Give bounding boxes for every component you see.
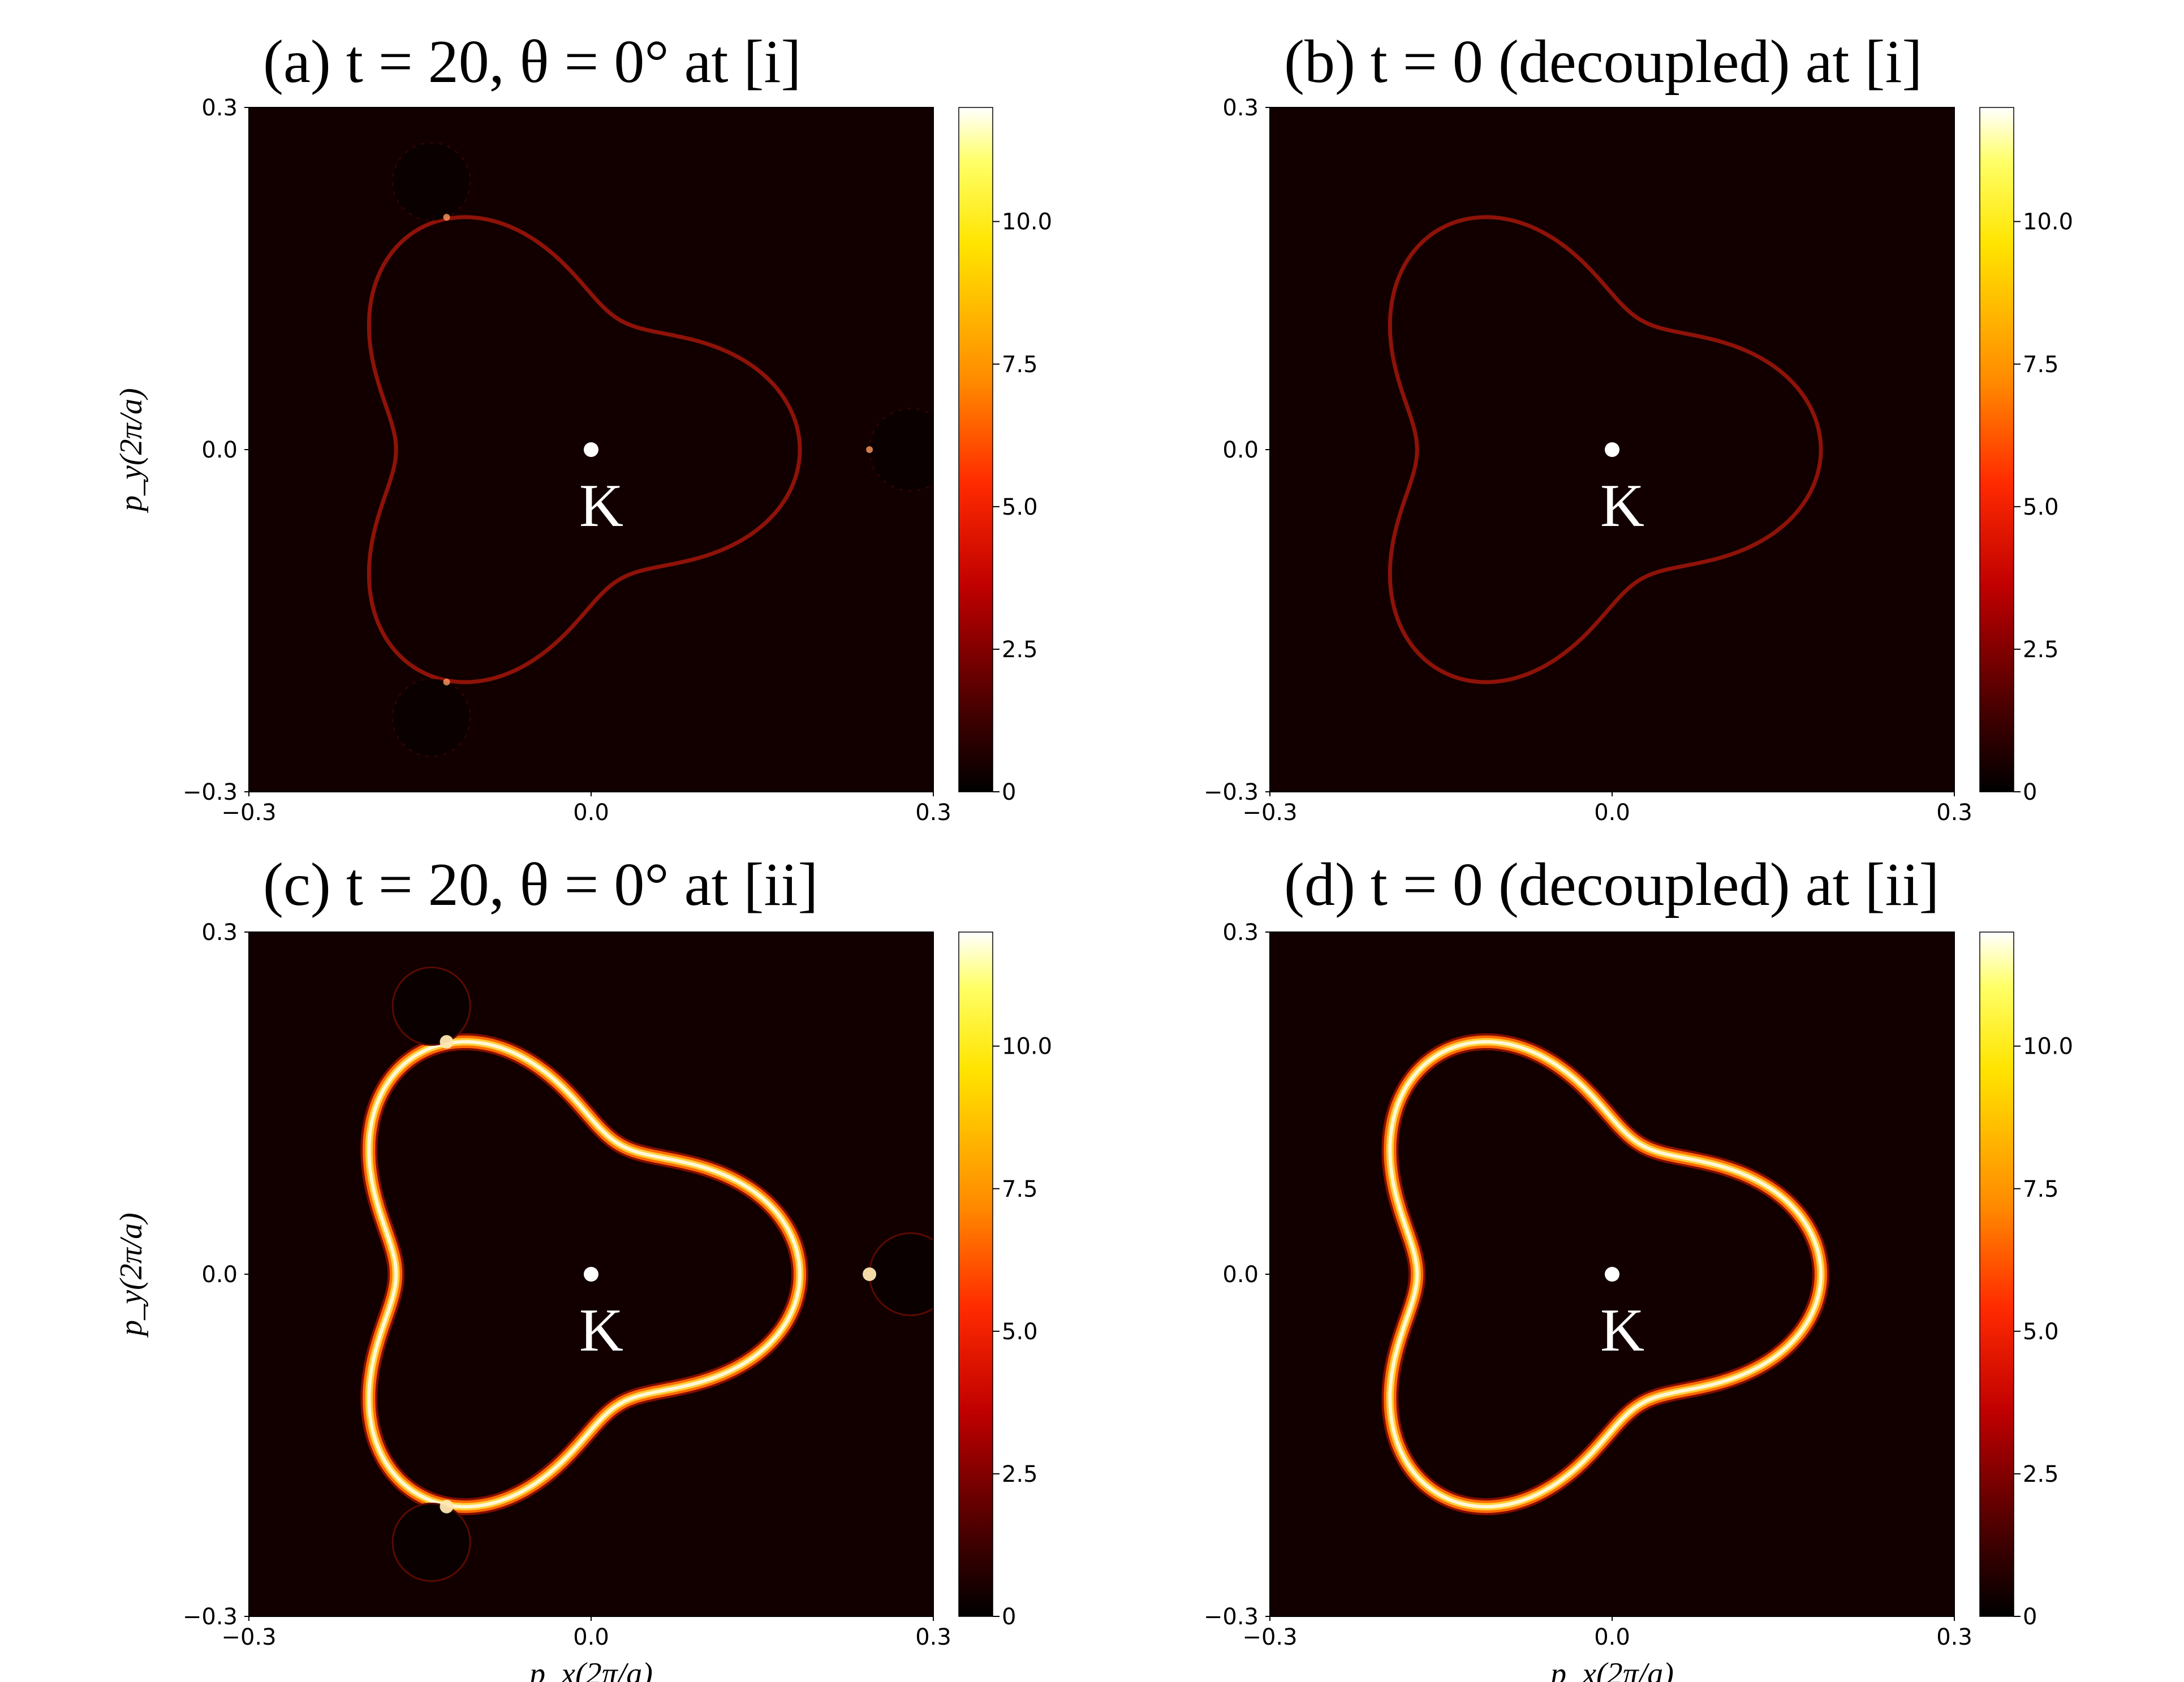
- panel-b: (b) t = 0 (decoupled) at [i] K −0.3 0.0 0.3 0…: [1204, 28, 2073, 826]
- x-tick-label: 0.0: [573, 1624, 609, 1650]
- colorbar-frame: [958, 107, 993, 792]
- side-pocket-3: [392, 678, 471, 757]
- colorbar-tick-label: 10.0: [2023, 1034, 2073, 1060]
- y-tick-label: 0.0: [201, 437, 238, 463]
- y-tick-label: 0.0: [201, 1262, 238, 1288]
- side-pocket-3: [391, 1502, 471, 1582]
- y-tick-label: 0.3: [1222, 95, 1259, 121]
- colorbar-frame: [1979, 931, 2014, 1617]
- panel-title: (c) t = 20, θ = 0° at [ii]: [263, 851, 819, 918]
- k-point-marker: [584, 1267, 598, 1282]
- colorbar-tick-label: 7.5: [1002, 1176, 1038, 1202]
- y-axis-label: p_y(2π/a): [114, 1213, 149, 1338]
- panel-c: (c) t = 20, θ = 0° at [ii] K −0.3 0.0 0.3 0.3…: [114, 851, 1052, 1682]
- colorbar-tick-label: 0: [1002, 779, 1016, 805]
- colorbar-frame: [958, 931, 993, 1617]
- colorbar-tick-label: 5.0: [2023, 494, 2059, 520]
- plot-contents: K: [360, 967, 933, 1582]
- x-tick-label: 0.0: [573, 800, 609, 826]
- panel-d: (d) t = 0 (decoupled) at [ii] K −0.3 0.0 0.3…: [1204, 851, 2073, 1682]
- plot-contents: K: [1388, 215, 1823, 684]
- colorbar-tick-label: 5.0: [1002, 494, 1038, 520]
- k-point-label: K: [1600, 1297, 1644, 1364]
- colorbar: [959, 932, 993, 1616]
- k-point-marker: [1605, 442, 1619, 457]
- y-tick-label: 0.3: [201, 920, 238, 946]
- plot-contents: K: [1381, 1033, 1830, 1516]
- x-tick-label: 0.3: [1936, 1624, 1972, 1650]
- colorbar-tick-label: 10.0: [1002, 209, 1052, 235]
- colorbar-frame: [1979, 107, 2014, 792]
- side-pocket-1: [392, 142, 471, 221]
- y-tick-label: −0.3: [183, 1604, 238, 1630]
- colorbar-tick-label: 7.5: [1002, 352, 1038, 378]
- pocket-neck-2: [863, 1267, 877, 1281]
- colorbar-tick-label: 2.5: [2023, 1461, 2059, 1487]
- colorbar-tick-label: 7.5: [2023, 352, 2059, 378]
- x-tick-label: 0.3: [915, 800, 951, 826]
- pocket-neck-3: [440, 1499, 454, 1513]
- colorbar-tick-label: 5.0: [1002, 1319, 1038, 1345]
- colorbar-tick-label: 5.0: [2023, 1319, 2059, 1345]
- x-tick-label: 0.0: [1594, 800, 1630, 826]
- y-tick-label: −0.3: [1204, 1604, 1259, 1630]
- panel-title: (b) t = 0 (decoupled) at [i]: [1284, 28, 1922, 96]
- colorbar: [1980, 932, 2014, 1616]
- y-tick-label: 0.0: [1222, 437, 1259, 463]
- pocket-neck-2: [866, 446, 873, 453]
- y-tick-label: 0.3: [201, 95, 238, 121]
- x-tick-label: 0.3: [915, 1624, 951, 1650]
- panel-title: (d) t = 0 (decoupled) at [ii]: [1284, 851, 1939, 918]
- x-tick-label: −0.3: [1242, 1624, 1297, 1650]
- colorbar: [1980, 107, 2014, 792]
- y-axis-label: p_y(2π/a): [114, 388, 149, 514]
- colorbar-tick-label: 10.0: [1002, 1034, 1052, 1060]
- x-axis-label: p_x(2π/a): [527, 1657, 653, 1682]
- panel-title: (a) t = 20, θ = 0° at [i]: [263, 28, 802, 96]
- plot-contents: K: [367, 142, 933, 757]
- x-tick-label: −0.3: [221, 800, 276, 826]
- k-point-label: K: [579, 472, 623, 540]
- fermi-contour-core: [367, 1040, 802, 1509]
- colorbar-tick-label: 0: [1002, 1604, 1016, 1630]
- x-tick-label: 0.3: [1936, 800, 1972, 826]
- y-tick-label: 0.3: [1222, 920, 1259, 946]
- k-point-label: K: [579, 1297, 623, 1364]
- colorbar-tick-label: 2.5: [2023, 637, 2059, 663]
- x-axis-label: p_x(2π/a): [1548, 1657, 1674, 1682]
- pocket-neck-3: [443, 678, 450, 685]
- fermi-contour: [1388, 215, 1823, 684]
- colorbar-tick-label: 0: [2023, 779, 2037, 805]
- side-pocket-1: [391, 967, 471, 1046]
- colorbar-tick-label: 2.5: [1002, 637, 1038, 663]
- side-pocket-2: [869, 408, 933, 491]
- x-tick-label: 0.0: [1594, 1624, 1630, 1650]
- fermi-contour: [367, 215, 802, 684]
- y-tick-label: 0.0: [1222, 1262, 1259, 1288]
- panel-a: (a) t = 20, θ = 0° at [i] K −0.3 0.0 0.3 0.3 0…: [114, 28, 1052, 826]
- side-pocket-2: [868, 1232, 933, 1317]
- y-tick-label: −0.3: [183, 779, 238, 805]
- colorbar-tick-label: 2.5: [1002, 1461, 1038, 1487]
- pocket-neck-1: [440, 1035, 454, 1049]
- k-point-marker: [584, 442, 598, 457]
- pocket-neck-1: [443, 214, 450, 221]
- colorbar: [959, 107, 993, 792]
- fermi-contour-core: [1388, 1040, 1823, 1509]
- k-point-marker: [1605, 1267, 1619, 1282]
- colorbar-tick-label: 0: [2023, 1604, 2037, 1630]
- colorbar-tick-label: 10.0: [2023, 209, 2073, 235]
- k-point-label: K: [1600, 472, 1644, 540]
- colorbar-tick-label: 7.5: [2023, 1176, 2059, 1202]
- x-tick-label: −0.3: [221, 1624, 276, 1650]
- y-tick-label: −0.3: [1204, 779, 1259, 805]
- x-tick-label: −0.3: [1242, 800, 1297, 826]
